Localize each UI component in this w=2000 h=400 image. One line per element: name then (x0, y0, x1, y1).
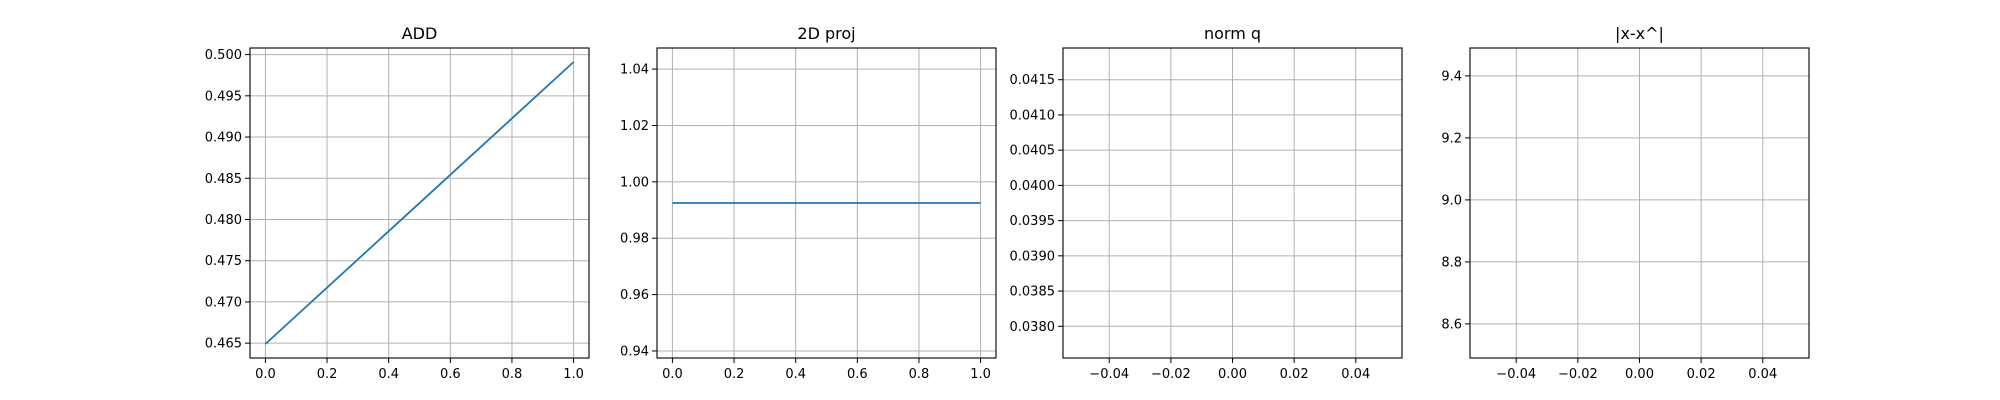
x-tick-label: 0.6 (847, 367, 868, 382)
y-tick-label: 0.0400 (1010, 179, 1056, 194)
subplot-abs-error: −0.04 −0.02 0.00 0.02 0.04 8.6 8.8 9.0 9.2 9.4 |x-… (1441, 24, 1810, 382)
x-tick-label: 0.4 (378, 367, 399, 382)
y-tick-label: 9.0 (1441, 193, 1462, 208)
x-tick-label: 0.04 (1341, 367, 1370, 382)
y-tick-label: 1.04 (620, 63, 649, 78)
x-tick-label: 0.8 (502, 367, 523, 382)
x-tick-label: 0.8 (909, 367, 930, 382)
y-tick-label: 0.0415 (1010, 73, 1056, 88)
axes-frame (656, 47, 997, 359)
x-tick-label: 0.4 (785, 367, 806, 382)
x-tick-label: −0.04 (1496, 367, 1536, 382)
chart-title: |x-x^| (1615, 24, 1664, 43)
x-tick-label: 1.0 (563, 367, 584, 382)
y-tick-label: 9.2 (1441, 131, 1462, 146)
series-line (264, 61, 575, 345)
y-tick-label: 0.0410 (1010, 108, 1056, 123)
y-tick-label: 0.470 (205, 295, 242, 310)
x-tick-label: 0.04 (1748, 367, 1777, 382)
y-tick-label: 0.495 (205, 89, 242, 104)
y-tick-label: 0.490 (205, 131, 242, 146)
x-tick-label: −0.02 (1558, 367, 1598, 382)
subplot-add: 0.0 0.2 0.4 0.6 0.8 1.0 0.465 0.470 0.475 0.480 0.… (205, 24, 590, 382)
x-tick-label: 0.00 (1625, 367, 1654, 382)
subplot-norm-q: −0.04 −0.02 0.00 0.02 0.04 0.0380 0.0385 0.0390… (1010, 24, 1403, 382)
x-tick-label: 0.2 (724, 367, 745, 382)
y-tick-label: 0.94 (620, 344, 649, 359)
x-tick-label: 0.02 (1687, 367, 1716, 382)
axes-frame (249, 47, 590, 359)
x-tick-label: −0.02 (1151, 367, 1191, 382)
y-tick-label: 0.98 (620, 232, 649, 247)
x-tick-label: 0.6 (440, 367, 461, 382)
x-tick-label: 0.2 (317, 367, 338, 382)
y-tick-label: 0.0405 (1010, 144, 1056, 159)
x-tick-label: −0.04 (1089, 367, 1129, 382)
x-tick-label: 0.00 (1218, 367, 1247, 382)
y-tick-label: 0.485 (205, 172, 242, 187)
chart-title: 2D proj (797, 24, 855, 43)
x-tick-label: 0.02 (1280, 367, 1309, 382)
y-tick-label: 0.480 (205, 213, 242, 228)
y-tick-label: 8.8 (1441, 255, 1462, 270)
y-tick-label: 1.02 (620, 119, 649, 134)
y-tick-label: 0.0380 (1010, 320, 1056, 335)
y-tick-label: 0.96 (620, 288, 649, 303)
subplot-2d-proj: 0.0 0.2 0.4 0.6 0.8 1.0 0.94 0.96 0.98 1.00 1.02 1.… (620, 24, 997, 382)
y-tick-label: 9.4 (1441, 69, 1462, 84)
x-tick-label: 0.0 (662, 367, 683, 382)
y-tick-label: 0.500 (205, 48, 242, 63)
x-tick-label: 1.0 (970, 367, 991, 382)
chart-title: ADD (402, 24, 438, 43)
y-tick-label: 1.00 (620, 175, 649, 190)
y-tick-label: 0.0385 (1010, 285, 1056, 300)
chart-title: norm q (1204, 24, 1261, 43)
y-tick-label: 0.0395 (1010, 214, 1056, 229)
y-tick-label: 0.0390 (1010, 249, 1056, 264)
y-tick-label: 8.6 (1441, 317, 1462, 332)
y-tick-label: 0.465 (205, 337, 242, 352)
x-tick-label: 0.0 (255, 367, 276, 382)
y-tick-label: 0.475 (205, 254, 242, 269)
